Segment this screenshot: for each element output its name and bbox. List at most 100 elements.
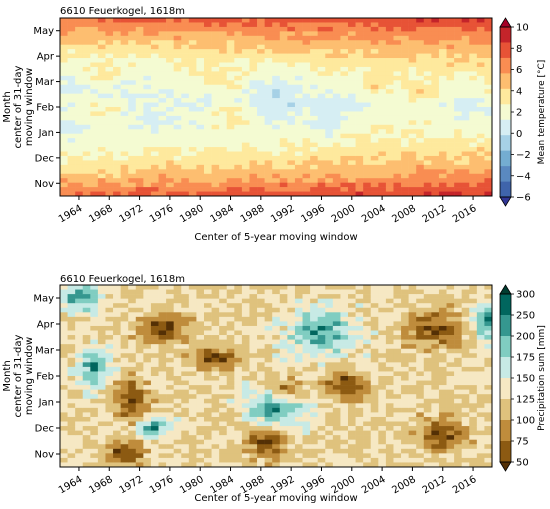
heatmap-cell [348, 321, 356, 327]
heatmap-cell [67, 80, 76, 86]
heatmap-cell [234, 80, 243, 86]
heatmap-cell [325, 169, 334, 175]
heatmap-cell [90, 102, 99, 108]
heatmap-cell [60, 93, 68, 99]
heatmap-cell [75, 357, 84, 363]
heatmap-cell [287, 187, 296, 192]
heatmap-cell [454, 439, 462, 445]
heatmap-cell [431, 178, 440, 183]
heatmap-cell [181, 325, 190, 331]
heatmap-cell [294, 35, 303, 41]
heatmap-cell [67, 133, 76, 139]
heatmap-cell [219, 448, 228, 454]
heatmap-cell [302, 330, 311, 336]
heatmap-cell [287, 398, 296, 404]
heatmap-cell [385, 173, 394, 179]
heatmap-cell [431, 26, 440, 32]
heatmap-cell [461, 98, 470, 103]
heatmap-cell [82, 335, 91, 340]
heatmap-cell [348, 151, 356, 157]
heatmap-cell [355, 84, 364, 90]
heatmap-cell [204, 187, 212, 192]
heatmap-cell [461, 155, 470, 161]
heatmap-cell [234, 289, 243, 295]
heatmap-cell [188, 89, 197, 94]
heatmap-cell [113, 133, 121, 139]
heatmap-cell [234, 398, 243, 404]
heatmap-cell [158, 389, 167, 395]
heatmap-cell [166, 107, 174, 112]
heatmap-cell [188, 289, 197, 295]
heatmap-cell [234, 403, 243, 409]
heatmap-cell [226, 325, 235, 331]
heatmap-cell [461, 133, 470, 139]
heatmap-cell [476, 133, 485, 139]
heatmap-cell [363, 403, 372, 409]
heatmap-cell [128, 457, 137, 463]
heatmap-cell [226, 289, 235, 295]
heatmap-cell [302, 93, 311, 99]
heatmap-cell [393, 435, 402, 440]
heatmap-cell [158, 339, 167, 345]
heatmap-cell [196, 31, 205, 37]
heatmap-cell [219, 380, 228, 386]
heatmap-cell [370, 344, 379, 349]
heatmap-cell [385, 120, 394, 126]
heatmap-cell [431, 444, 440, 450]
y-tick-label: Jan [38, 128, 54, 139]
heatmap-cell [272, 398, 281, 404]
heatmap-cell [82, 142, 91, 148]
heatmap-cell [484, 164, 493, 170]
heatmap-cell [143, 312, 152, 318]
heatmap-cell [469, 44, 478, 50]
heatmap-cell [82, 462, 91, 468]
heatmap-cell [166, 84, 174, 90]
heatmap-cell [128, 129, 137, 134]
heatmap-cell [272, 394, 281, 400]
heatmap-cell [211, 18, 220, 23]
heatmap-cell [272, 316, 281, 322]
heatmap-cell [67, 344, 76, 349]
heatmap-cell [188, 348, 197, 354]
heatmap-cell [363, 62, 372, 68]
heatmap-cell [105, 307, 114, 313]
heatmap-cell [446, 44, 455, 50]
heatmap-cell [401, 376, 409, 381]
heatmap-cell [355, 398, 364, 404]
heatmap-cell [454, 298, 462, 304]
heatmap-cell [97, 453, 106, 459]
heatmap-cell [67, 444, 76, 450]
heatmap-cell [60, 357, 68, 363]
heatmap-cell [355, 18, 364, 23]
heatmap-cell [158, 80, 167, 86]
heatmap-cell [385, 124, 394, 130]
heatmap-cell [135, 294, 144, 299]
heatmap-cell [310, 124, 318, 130]
heatmap-cell [385, 453, 394, 459]
heatmap-cell [378, 303, 387, 309]
heatmap-cell [166, 187, 174, 192]
heatmap-cell [166, 362, 174, 368]
heatmap-cell [128, 312, 137, 318]
heatmap-cell [461, 339, 470, 345]
heatmap-cell [348, 191, 356, 197]
heatmap-cell [196, 444, 205, 450]
heatmap-cell [461, 394, 470, 400]
heatmap-cell [279, 115, 288, 121]
heatmap-cell [166, 18, 174, 23]
heatmap-cell [325, 53, 334, 59]
heatmap-cell [211, 366, 220, 372]
heatmap-cell [340, 298, 349, 304]
heatmap-cell [181, 133, 190, 139]
heatmap-cell [401, 173, 409, 179]
heatmap-cell [219, 80, 228, 86]
heatmap-cell [143, 71, 152, 77]
heatmap-cell [82, 31, 91, 37]
heatmap-cell [378, 155, 387, 161]
heatmap-cell [287, 129, 296, 134]
heatmap-cell [294, 426, 303, 431]
heatmap-cell [219, 430, 228, 436]
heatmap-cell [431, 421, 440, 427]
heatmap-cell [340, 344, 349, 349]
